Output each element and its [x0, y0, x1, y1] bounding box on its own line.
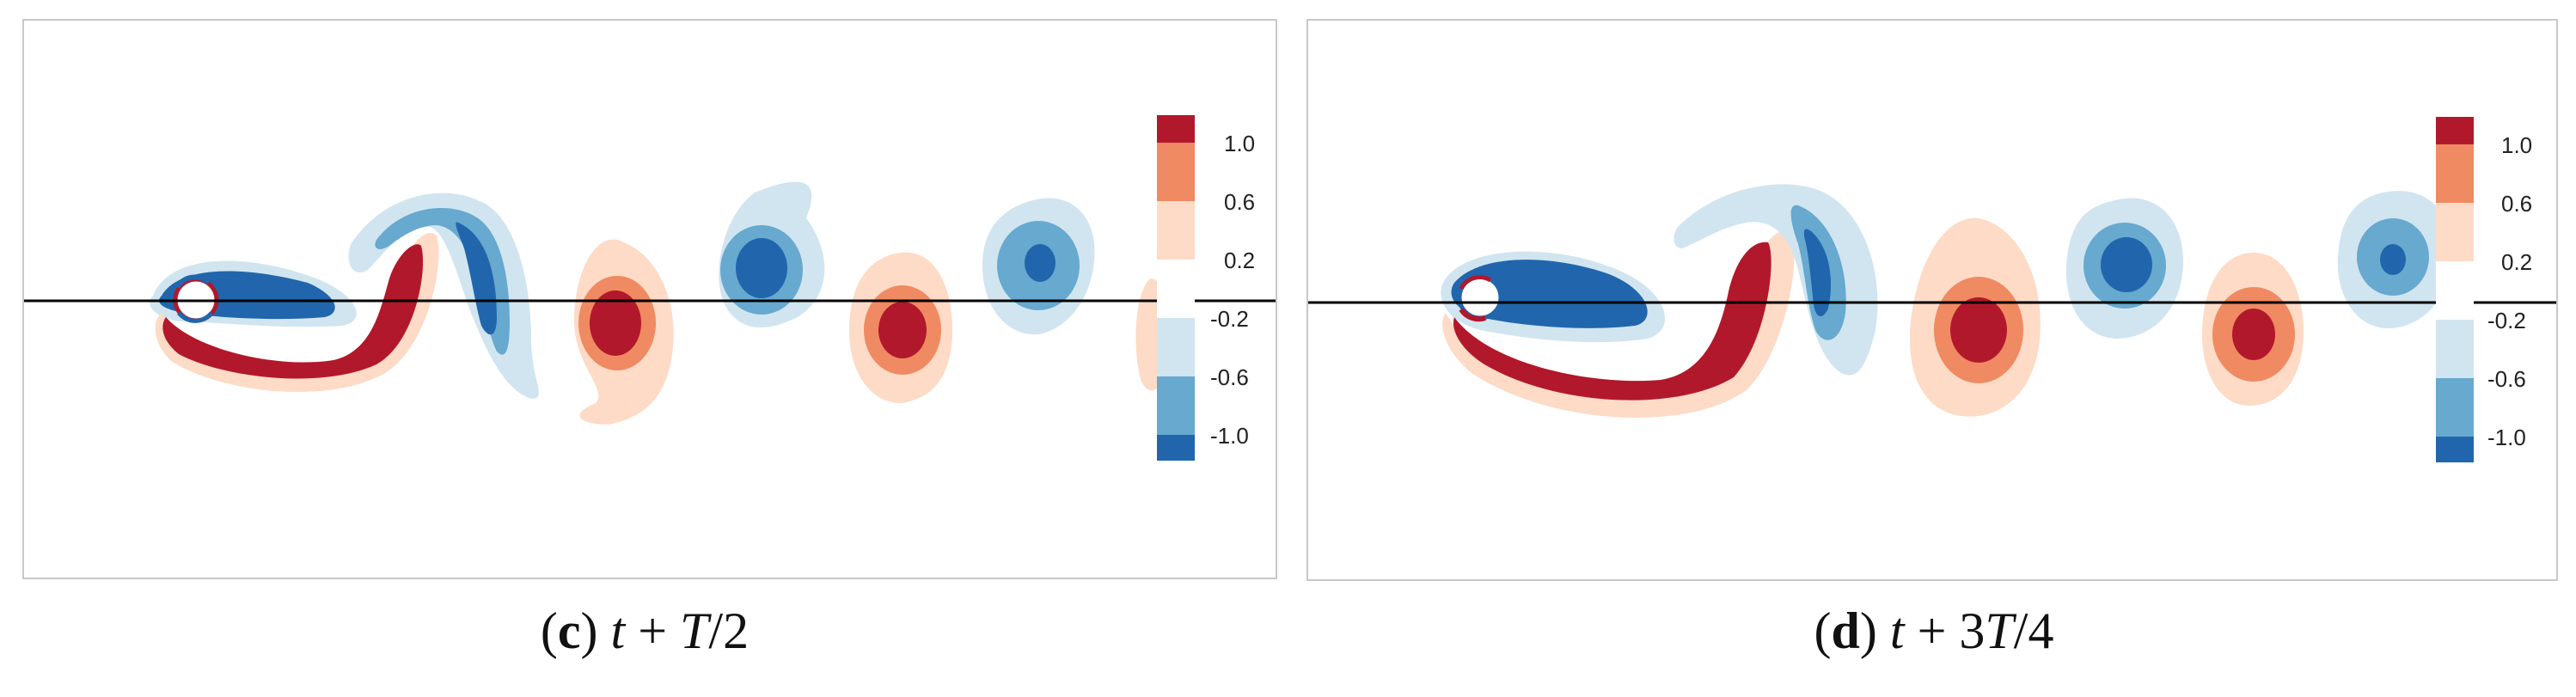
panel-d-contour-svg	[1308, 117, 2556, 462]
panel-c-red-vortex-1	[574, 239, 674, 425]
panel-d-colorbar-tick-2: 0.6	[2501, 191, 2533, 217]
panel-d-blue-vortex-2	[2337, 191, 2451, 329]
panel-d-red-vortex-1	[1910, 217, 2041, 417]
panel-c-contour-svg	[24, 115, 1276, 461]
panel-c-colorbar-segment-3	[1157, 201, 1195, 260]
panel-c-blue-vortex-1	[719, 181, 825, 327]
panel-d-cylinder	[1457, 274, 1503, 322]
panel-d-caption-letter: d	[1831, 602, 1860, 659]
panel-d-colorbar	[2436, 117, 2474, 462]
panel-d-colorbar-tick-1: 1.0	[2501, 132, 2533, 158]
panel-d-colorbar-segment-3	[2436, 203, 2474, 261]
panel-c-colorbar-tick-3: 0.2	[1224, 248, 1256, 273]
panel-c-caption-t: t	[610, 602, 626, 659]
panel-d-attached-blue-vortex	[1441, 251, 1666, 343]
panel-d-caption: (d) t + 3T/4	[1736, 602, 2132, 661]
panel-d-colorbar-tick-4: -0.2	[2487, 308, 2526, 333]
panel-d-caption-open: (	[1814, 602, 1832, 659]
panel-d-caption-rest: /4	[2013, 602, 2054, 659]
panel-d-colorbar-segment-6	[2436, 378, 2474, 437]
panel-c-colorbar	[1157, 115, 1195, 461]
panel-d-colorbar-segment-4	[2436, 261, 2474, 320]
panel-c-blue-vortex-2	[982, 198, 1095, 335]
panel-c-colorbar-segment-5	[1157, 318, 1195, 376]
panel-c-caption-open: (	[540, 602, 558, 659]
panel-d-caption-T: T	[1985, 602, 2014, 659]
panel-c-plot: 1.0 0.6 0.2 -0.2 -0.6 -1.0	[22, 19, 1277, 579]
panel-c-colorbar-segment-7	[1157, 435, 1195, 461]
panel-c-colorbar-segment-2	[1157, 143, 1195, 201]
panel-d-blue-vortex-1	[2065, 198, 2184, 339]
panel-c-caption-letter: c	[557, 602, 581, 659]
panel-d-colorbar-tick-3: 0.2	[2501, 249, 2533, 275]
panel-c-colorbar-tick-5: -0.6	[1210, 364, 1249, 390]
panel-d-red-vortex-2	[2202, 253, 2304, 406]
panel-c-colorbar-segment-6	[1157, 376, 1195, 435]
panel-c-caption: (c) t + T/2	[464, 602, 825, 661]
panel-c-caption-close: )	[580, 602, 598, 659]
panel-c-colorbar-tick-6: -1.0	[1210, 423, 1249, 449]
panel-d-colorbar-tick-6: -1.0	[2487, 425, 2526, 450]
panel-d-colorbar-segment-2	[2436, 144, 2474, 203]
panel-c-colorbar-tick-4: -0.2	[1210, 306, 1249, 332]
panel-d-colorbar-segment-5	[2436, 320, 2474, 378]
panel-c-s-vortex	[348, 193, 539, 399]
panel-d-caption-close: )	[1859, 602, 1877, 659]
panel-c-caption-rest: /2	[708, 602, 750, 659]
panel-d-colorbar-segment-1	[2436, 117, 2474, 144]
panel-c-colorbar-tick-1: 1.0	[1224, 131, 1256, 156]
panel-d-caption-t: t	[1889, 602, 1905, 659]
panel-c-caption-plus: +	[625, 602, 681, 659]
panel-d-colorbar-tick-5: -0.6	[2487, 366, 2526, 392]
panel-c-colorbar-segment-4	[1157, 260, 1195, 318]
panel-c-red-vortex-2	[849, 252, 952, 403]
panel-c-colorbar-tick-2: 0.6	[1224, 189, 1256, 215]
panel-d-plot: 1.0 0.6 0.2 -0.2 -0.6 -1.0	[1306, 19, 2558, 581]
panel-d-s-vortex	[1673, 184, 1878, 376]
panel-d-caption-plus: + 3	[1904, 602, 1986, 659]
panel-c-colorbar-segment-1	[1157, 115, 1195, 143]
panel-c-caption-T: T	[680, 602, 709, 659]
panel-c-cylinder	[173, 274, 219, 323]
panel-d-colorbar-segment-7	[2436, 437, 2474, 462]
